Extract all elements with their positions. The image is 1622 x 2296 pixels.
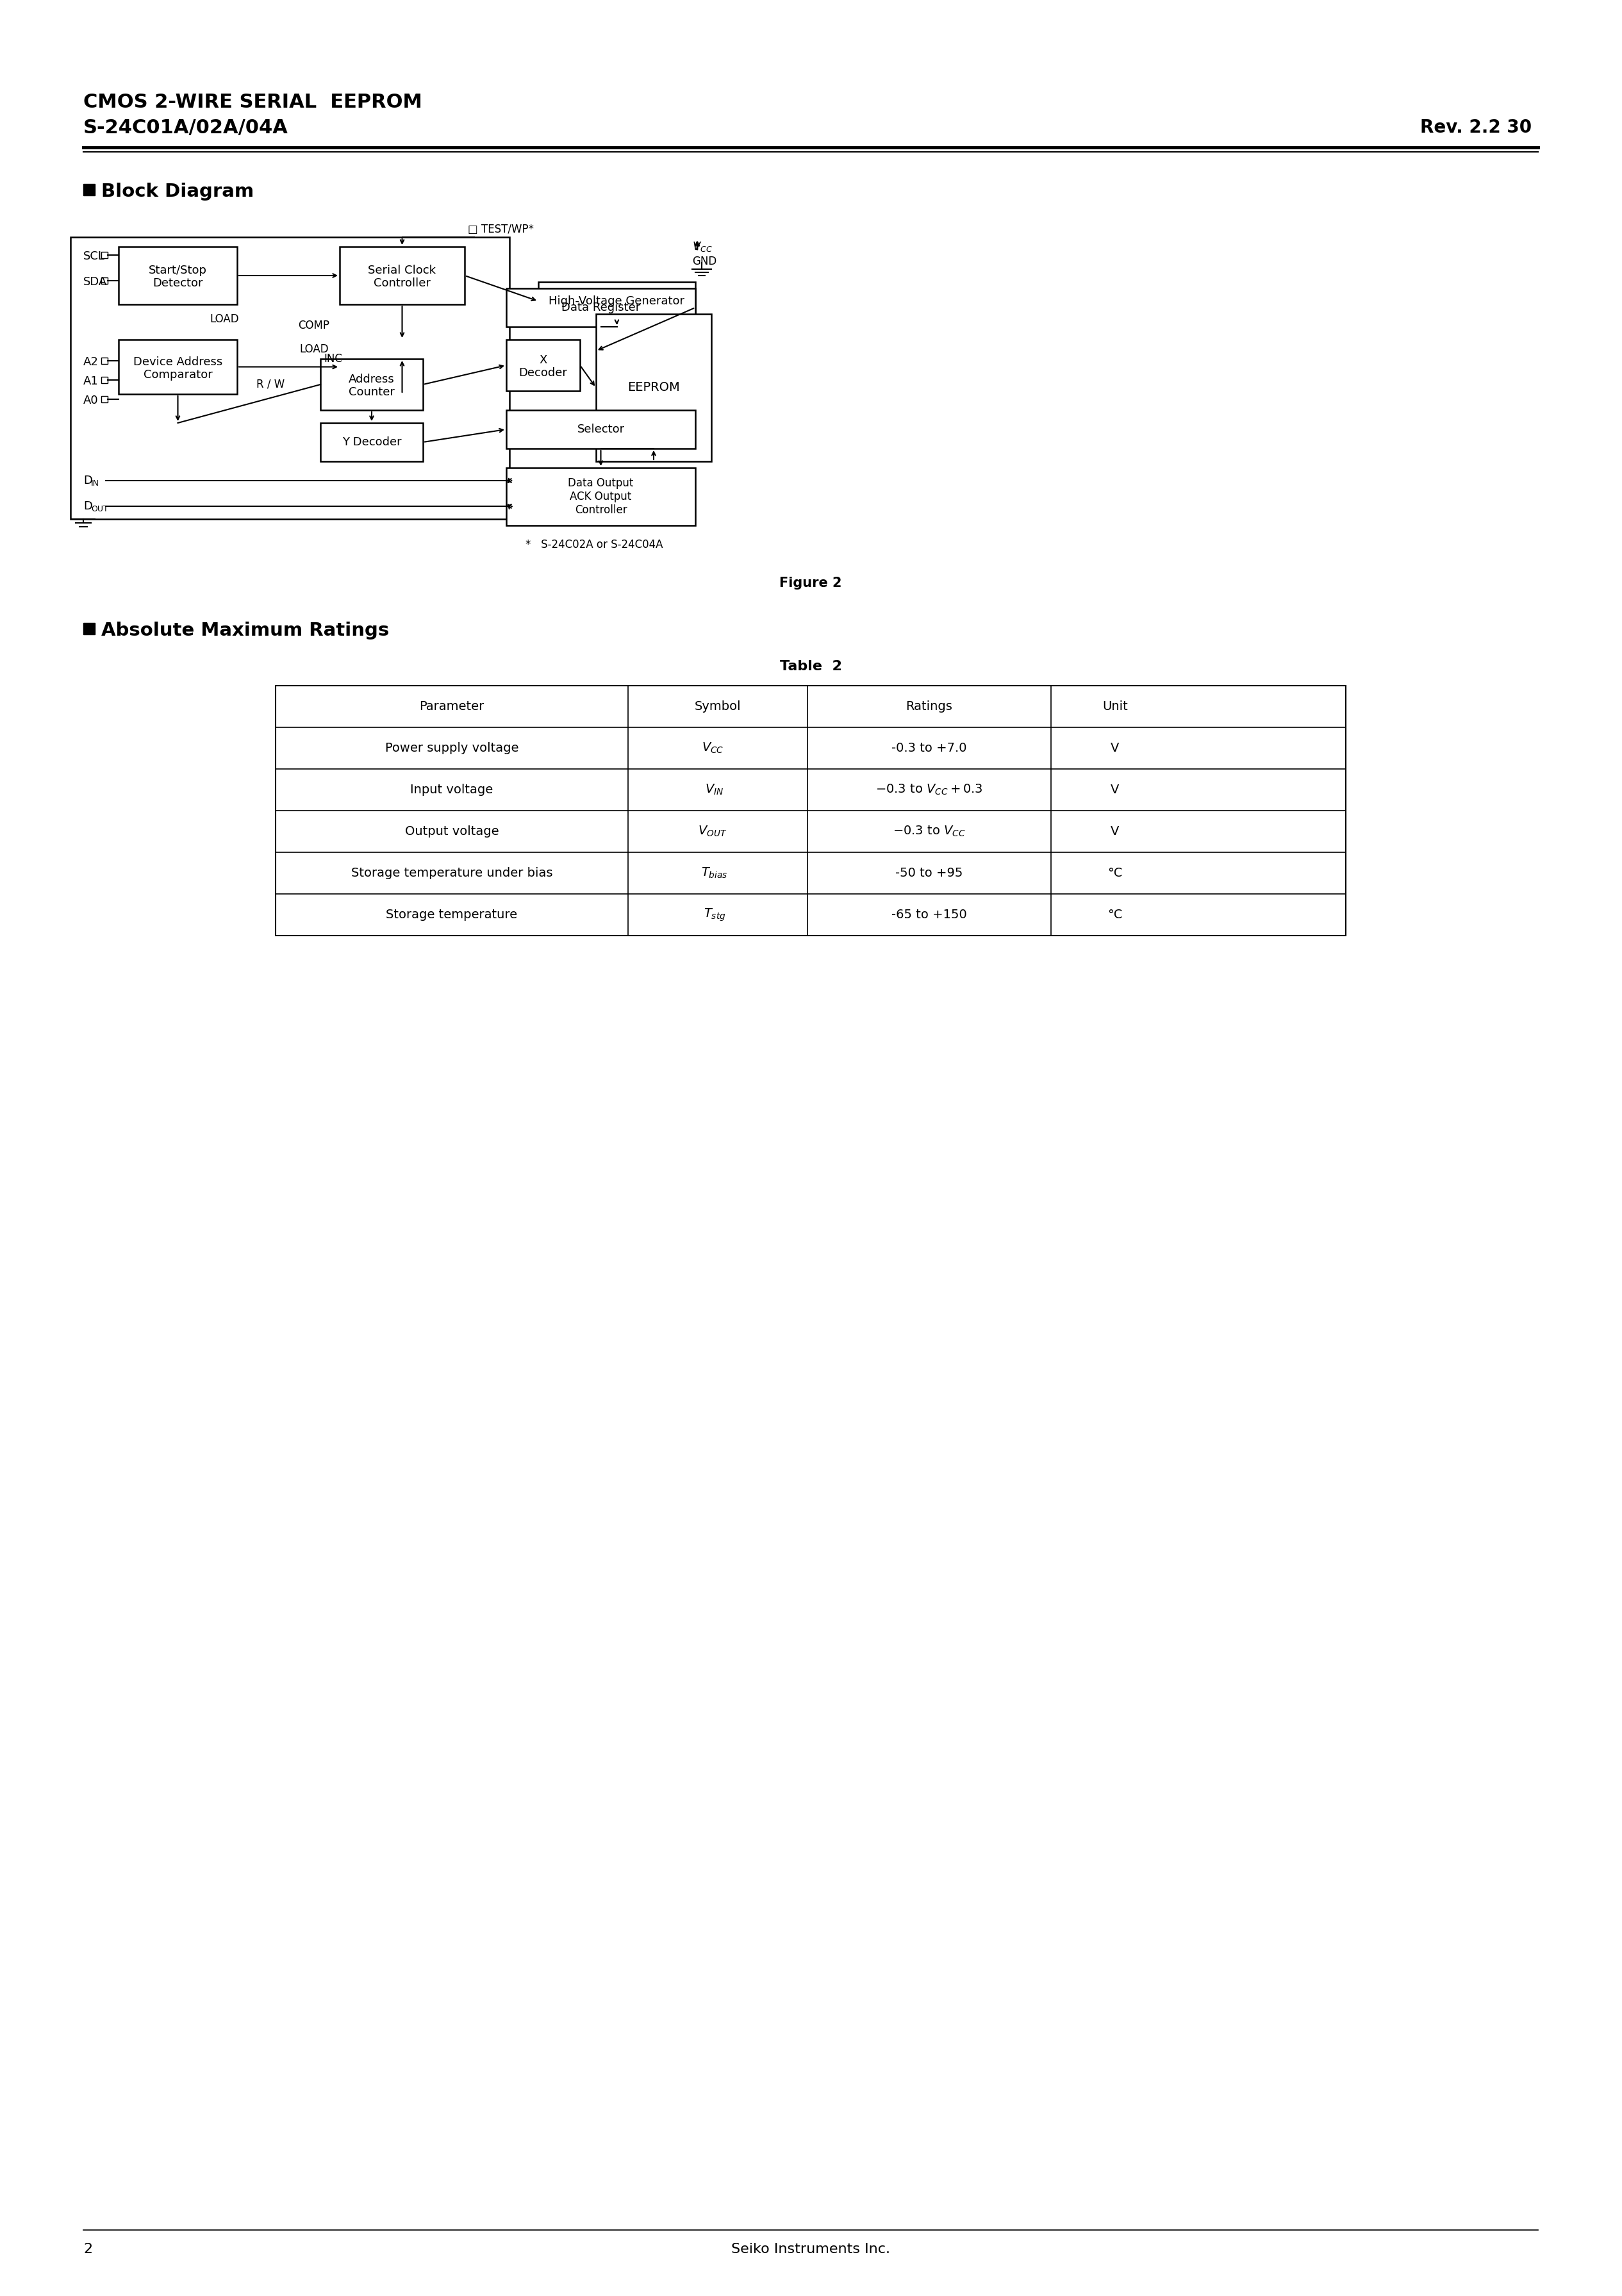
Text: Data Register: Data Register (561, 301, 641, 312)
Bar (506, 468, 696, 526)
Text: D: D (83, 475, 92, 487)
Text: Storage temperature: Storage temperature (386, 909, 517, 921)
Bar (506, 411, 696, 448)
Text: Absolute Maximum Ratings: Absolute Maximum Ratings (101, 622, 389, 641)
Text: $V_{CC}$: $V_{CC}$ (702, 742, 723, 755)
Bar (83, 622, 94, 634)
Bar (83, 184, 94, 195)
Text: Input voltage: Input voltage (410, 783, 493, 797)
Text: Serial Clock: Serial Clock (368, 264, 436, 276)
Text: CMOS 2-WIRE SERIAL  EEPROM: CMOS 2-WIRE SERIAL EEPROM (83, 92, 422, 113)
Text: Counter: Counter (349, 386, 394, 397)
Text: Symbol: Symbol (694, 700, 741, 712)
Text: Power supply voltage: Power supply voltage (384, 742, 519, 753)
Text: INC: INC (324, 354, 342, 365)
Text: Output voltage: Output voltage (406, 824, 500, 838)
Text: IN: IN (91, 480, 99, 489)
Text: Figure 2: Figure 2 (780, 576, 842, 590)
Bar (321, 422, 423, 461)
Bar (276, 687, 1346, 934)
Text: *   S-24C02A or S-24C04A: * S-24C02A or S-24C04A (526, 540, 663, 551)
Text: GND: GND (693, 255, 717, 266)
Text: $V_{OUT}$: $V_{OUT}$ (697, 824, 727, 838)
Bar (506, 340, 581, 390)
Text: $T_{stg}$: $T_{stg}$ (704, 907, 725, 923)
Text: Y Decoder: Y Decoder (342, 436, 401, 448)
Text: Block Diagram: Block Diagram (101, 184, 255, 200)
Text: Comparator: Comparator (143, 370, 212, 381)
Text: V: V (1111, 783, 1119, 797)
Text: A0: A0 (83, 395, 99, 406)
Text: Ratings: Ratings (905, 700, 952, 712)
Bar (118, 340, 237, 395)
Text: -65 to +150: -65 to +150 (892, 909, 967, 921)
Text: High-Voltage Generator: High-Voltage Generator (548, 296, 684, 308)
Bar (339, 246, 464, 305)
Bar (101, 253, 107, 257)
Text: Data Output
ACK Output
Controller: Data Output ACK Output Controller (568, 478, 634, 517)
Bar (101, 395, 107, 402)
Text: S-24C01A/02A/04A: S-24C01A/02A/04A (83, 119, 289, 138)
Text: Start/Stop: Start/Stop (149, 264, 208, 276)
Text: OUT: OUT (91, 505, 109, 514)
Bar (321, 358, 423, 411)
Bar (595, 315, 712, 461)
Text: -0.3 to +7.0: -0.3 to +7.0 (892, 742, 967, 753)
Text: A1: A1 (83, 377, 99, 388)
Text: Unit: Unit (1103, 700, 1127, 712)
Text: Selector: Selector (577, 422, 624, 436)
Text: V: V (1111, 742, 1119, 753)
Text: □ TEST/WP*: □ TEST/WP* (467, 223, 534, 234)
Text: Detector: Detector (152, 278, 203, 289)
Text: SCL: SCL (83, 250, 105, 262)
Bar (506, 289, 696, 326)
Text: °C: °C (1108, 868, 1122, 879)
Text: °C: °C (1108, 909, 1122, 921)
Text: $V_{IN}$: $V_{IN}$ (706, 783, 723, 797)
Text: Seiko Instruments Inc.: Seiko Instruments Inc. (732, 2243, 890, 2255)
Text: D: D (83, 501, 92, 512)
Text: $V_{CC}$: $V_{CC}$ (693, 241, 712, 253)
Text: SDA: SDA (83, 276, 107, 287)
Text: -50 to +95: -50 to +95 (895, 868, 963, 879)
Text: 2: 2 (83, 2243, 92, 2255)
Text: $-0.3$ to $V_{CC}$: $-0.3$ to $V_{CC}$ (892, 824, 965, 838)
Text: R / W: R / W (256, 379, 284, 390)
Bar (101, 278, 107, 285)
Text: A2: A2 (83, 356, 99, 367)
Text: Controller: Controller (373, 278, 430, 289)
Text: EEPROM: EEPROM (628, 381, 680, 395)
Bar (70, 236, 509, 519)
Bar (101, 358, 107, 365)
Text: Rev. 2.2 30: Rev. 2.2 30 (1419, 119, 1531, 135)
Bar (101, 377, 107, 383)
Text: Storage temperature under bias: Storage temperature under bias (350, 868, 553, 879)
Text: Address: Address (349, 374, 394, 386)
Text: Decoder: Decoder (519, 367, 568, 379)
Text: COMP: COMP (298, 319, 329, 331)
Text: Device Address: Device Address (133, 356, 222, 367)
Text: LOAD: LOAD (300, 344, 329, 356)
Bar (539, 282, 696, 321)
Text: V: V (1111, 824, 1119, 838)
Text: Table  2: Table 2 (780, 659, 842, 673)
Text: Parameter: Parameter (420, 700, 485, 712)
Text: X: X (539, 354, 547, 365)
Text: $-0.3$ to $V_{CC}+0.3$: $-0.3$ to $V_{CC}+0.3$ (876, 783, 983, 797)
Text: LOAD: LOAD (209, 312, 238, 326)
Bar (118, 246, 237, 305)
Text: $T_{bias}$: $T_{bias}$ (701, 866, 728, 879)
